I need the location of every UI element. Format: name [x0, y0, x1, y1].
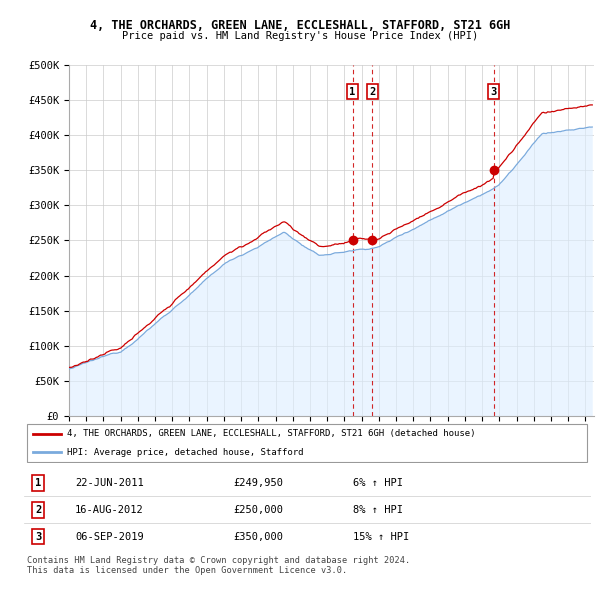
Text: This data is licensed under the Open Government Licence v3.0.: This data is licensed under the Open Gov…: [27, 566, 347, 575]
Text: 3: 3: [491, 87, 497, 97]
Text: HPI: Average price, detached house, Stafford: HPI: Average price, detached house, Staf…: [67, 448, 303, 457]
Text: 4, THE ORCHARDS, GREEN LANE, ECCLESHALL, STAFFORD, ST21 6GH: 4, THE ORCHARDS, GREEN LANE, ECCLESHALL,…: [90, 19, 510, 32]
Text: 15% ↑ HPI: 15% ↑ HPI: [353, 532, 409, 542]
Text: 1: 1: [35, 478, 41, 488]
Text: 8% ↑ HPI: 8% ↑ HPI: [353, 505, 403, 514]
Text: £250,000: £250,000: [234, 505, 284, 514]
Text: 06-SEP-2019: 06-SEP-2019: [75, 532, 144, 542]
Text: 1: 1: [349, 87, 356, 97]
Text: 2: 2: [369, 87, 376, 97]
Text: 3: 3: [35, 532, 41, 542]
Text: 4, THE ORCHARDS, GREEN LANE, ECCLESHALL, STAFFORD, ST21 6GH (detached house): 4, THE ORCHARDS, GREEN LANE, ECCLESHALL,…: [67, 430, 475, 438]
Text: 2: 2: [35, 505, 41, 514]
Text: 16-AUG-2012: 16-AUG-2012: [75, 505, 144, 514]
Text: Contains HM Land Registry data © Crown copyright and database right 2024.: Contains HM Land Registry data © Crown c…: [27, 556, 410, 565]
Text: 22-JUN-2011: 22-JUN-2011: [75, 478, 144, 488]
Text: £350,000: £350,000: [234, 532, 284, 542]
Text: 6% ↑ HPI: 6% ↑ HPI: [353, 478, 403, 488]
Text: £249,950: £249,950: [234, 478, 284, 488]
Text: Price paid vs. HM Land Registry's House Price Index (HPI): Price paid vs. HM Land Registry's House …: [122, 31, 478, 41]
FancyBboxPatch shape: [27, 424, 587, 462]
